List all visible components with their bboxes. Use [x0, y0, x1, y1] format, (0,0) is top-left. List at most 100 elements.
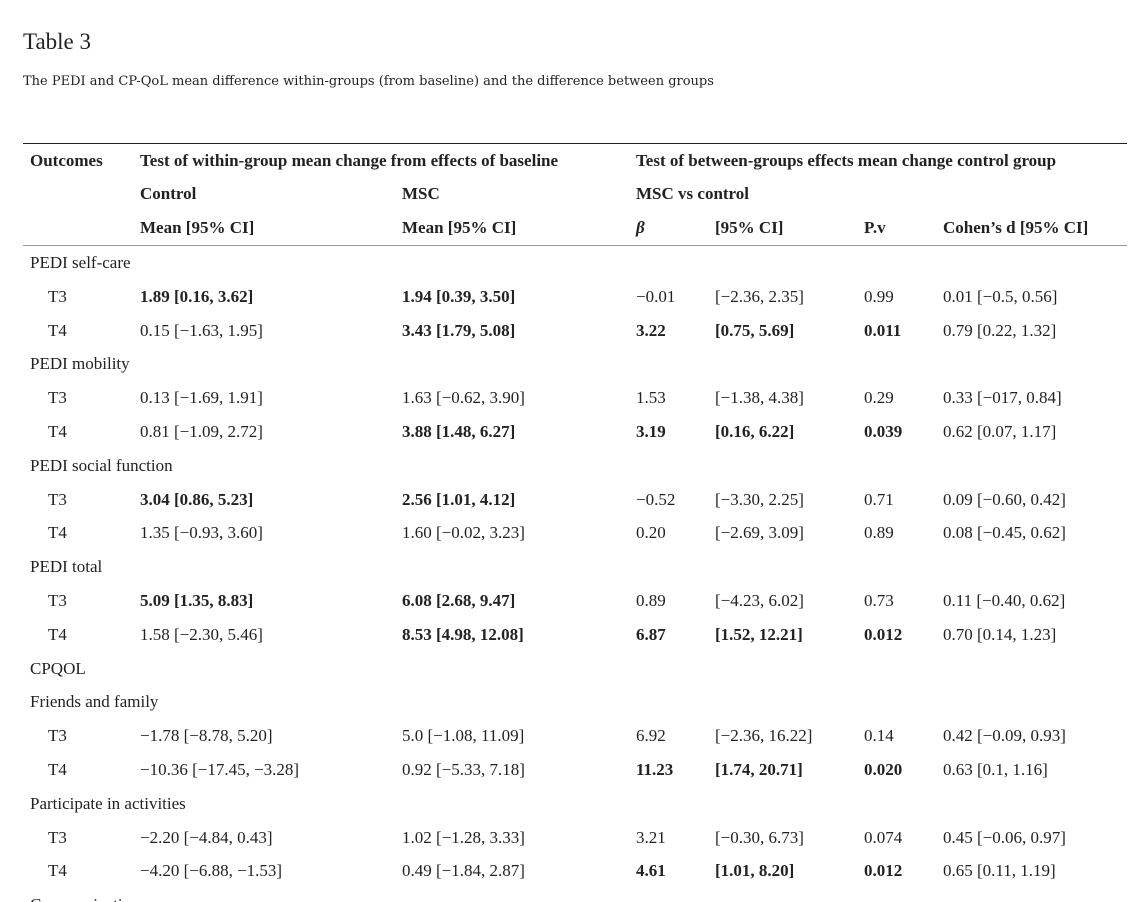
cell: 0.89 [864, 523, 894, 543]
cell: 0.14 [864, 726, 894, 746]
cell: 0.15 [−1.63, 1.95] [140, 320, 263, 340]
cell: −1.78 [−8.78, 5.20] [140, 726, 273, 746]
header-cell: [95% CI] [715, 218, 784, 237]
cell: 2.56 [1.01, 4.12] [402, 489, 516, 509]
group-label: PEDI total [30, 557, 103, 577]
group-label: CPQOL [30, 658, 86, 678]
header-cell: Cohen’s d [95% CI] [943, 218, 1089, 237]
group-label: PEDI social function [30, 455, 173, 475]
cell: 3.19 [636, 422, 666, 441]
header-cell: MSC vs control [636, 184, 750, 203]
top-rule [23, 143, 1127, 144]
header-cell: β [636, 218, 645, 237]
cell: 0.01 [−0.5, 0.56] [943, 286, 1058, 306]
row-label: T3 [48, 827, 67, 847]
cell: 5.09 [1.35, 8.83] [140, 591, 254, 610]
group-label: PEDI self-care [30, 253, 131, 272]
cell: 6.92 [636, 726, 666, 746]
cell: 0.70 [0.14, 1.23] [943, 624, 1057, 644]
cell: 3.04 [0.86, 5.23] [140, 489, 254, 509]
cell: 1.89 [0.16, 3.62] [140, 286, 254, 306]
header-cell: Mean [95% CI] [140, 218, 255, 237]
row-label: T3 [48, 726, 67, 746]
cell: 6.87 [636, 624, 666, 644]
cell: [0.75, 5.69] [715, 320, 795, 340]
cell: 1.60 [−0.02, 3.23] [402, 523, 525, 543]
group-label: PEDI mobility [30, 354, 130, 374]
cell: [−1.38, 4.38] [715, 388, 804, 408]
cell: 3.43 [1.79, 5.08] [402, 320, 516, 340]
table-title: Table 3 [23, 29, 92, 54]
row-label: T3 [48, 591, 67, 610]
cell: 1.35 [−0.93, 3.60] [140, 523, 263, 543]
cell: 0.99 [864, 286, 894, 306]
cell: 0.65 [0.11, 1.19] [943, 861, 1056, 881]
cell: 0.074 [864, 827, 903, 847]
row-label: T3 [48, 388, 67, 408]
row-label: T4 [48, 760, 67, 779]
cell: 0.20 [636, 523, 666, 543]
cell: 0.73 [864, 591, 894, 610]
cell: 1.94 [0.39, 3.50] [402, 286, 516, 306]
table-caption: The PEDI and CP-QoL mean difference with… [23, 74, 714, 89]
cell: [−3.30, 2.25] [715, 489, 804, 509]
cell: 0.012 [864, 861, 903, 881]
cell: [−2.36, 2.35] [715, 286, 804, 306]
row-label: T4 [48, 422, 67, 441]
cell: 0.62 [0.07, 1.17] [943, 422, 1057, 441]
cell: 0.49 [−1.84, 2.87] [402, 861, 525, 881]
cell: [−2.69, 3.09] [715, 523, 804, 543]
cell: 0.09 [−0.60, 0.42] [943, 489, 1066, 509]
group-label: Friends and family [30, 692, 159, 712]
cell: 0.13 [−1.69, 1.91] [140, 388, 263, 408]
cell: 0.79 [0.22, 1.32] [943, 320, 1057, 340]
cell: [1.52, 12.21] [715, 624, 803, 644]
cell: 3.21 [636, 827, 666, 847]
cell: 0.45 [−0.06, 0.97] [943, 827, 1066, 847]
cell: 4.61 [636, 861, 666, 881]
cell: 0.89 [636, 591, 666, 610]
header-rule [23, 245, 1127, 246]
header-cell: Control [140, 184, 197, 203]
cell: 0.71 [864, 489, 894, 509]
cell: 3.88 [1.48, 6.27] [402, 422, 516, 441]
cell: [−4.23, 6.02] [715, 591, 804, 610]
header-cell: Mean [95% CI] [402, 218, 517, 237]
cell: 0.039 [864, 422, 903, 441]
cell: [0.16, 6.22] [715, 422, 795, 441]
cell: [1.01, 8.20] [715, 861, 795, 881]
cell: 11.23 [636, 760, 674, 779]
cell: 8.53 [4.98, 12.08] [402, 624, 524, 644]
cell: 0.011 [864, 320, 902, 340]
header-cell: MSC [402, 184, 440, 203]
group-label: Communication [30, 895, 140, 902]
header-cell: Test of between-groups effects mean chan… [636, 151, 1057, 170]
cell: −0.01 [636, 286, 676, 306]
cell: −10.36 [−17.45, −3.28] [140, 760, 300, 779]
cell: 6.08 [2.68, 9.47] [402, 591, 516, 610]
cell: 0.42 [−0.09, 0.93] [943, 726, 1066, 746]
header-cell: Outcomes [30, 151, 103, 170]
cell: −2.20 [−4.84, 0.43] [140, 827, 273, 847]
row-label: T3 [48, 286, 67, 306]
cell: 1.02 [−1.28, 3.33] [402, 827, 525, 847]
cell: 3.22 [636, 320, 666, 340]
cell: 5.0 [−1.08, 11.09] [402, 726, 525, 746]
row-label: T4 [48, 523, 67, 543]
cell: 0.08 [−0.45, 0.62] [943, 523, 1066, 543]
cell: 1.63 [−0.62, 3.90] [402, 388, 525, 408]
cell: [1.74, 20.71] [715, 760, 803, 779]
cell: 0.81 [−1.09, 2.72] [140, 422, 263, 441]
group-label: Participate in activities [30, 793, 186, 813]
cell: −4.20 [−6.88, −1.53] [140, 861, 283, 881]
cell: 0.012 [864, 624, 903, 644]
header-cell: P.v [864, 218, 886, 237]
cell: −0.52 [636, 489, 676, 509]
cell: 0.020 [864, 760, 903, 779]
cell: 0.33 [−017, 0.84] [943, 388, 1062, 408]
row-label: T4 [48, 861, 67, 881]
cell: [−0.30, 6.73] [715, 827, 804, 847]
cell: 0.63 [0.1, 1.16] [943, 760, 1048, 779]
row-label: T4 [48, 624, 67, 644]
